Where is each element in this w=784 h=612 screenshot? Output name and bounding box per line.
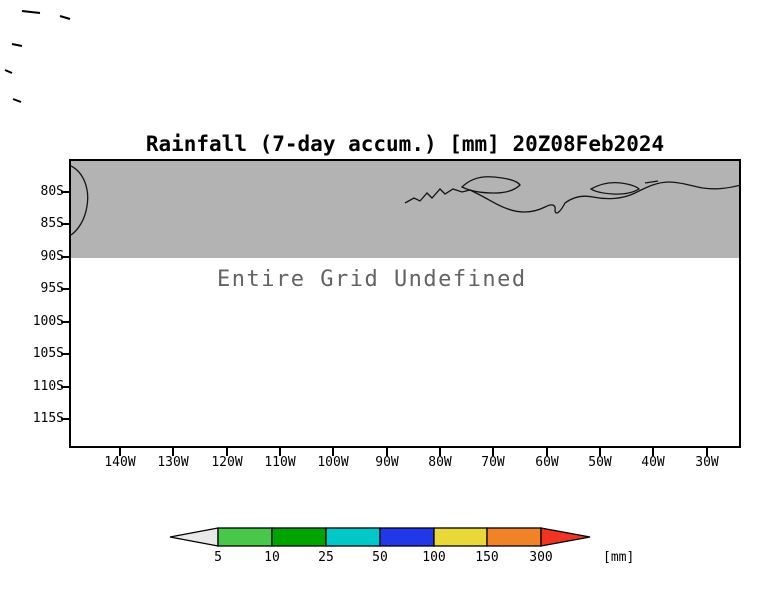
y-tick-mark [61,223,69,225]
colorbar-tick-label: 25 [318,550,334,565]
y-axis-tick-label: 95S [40,281,64,296]
y-axis-tick-label: 90S [40,249,64,264]
colorbar-segment-2 [271,527,327,547]
x-axis-tick-label: 120W [211,455,243,470]
colorbar: 5 10 25 50 100 150 300 [mm] [169,527,634,565]
x-tick-mark [172,448,174,456]
colorbar-tick-label: 100 [422,550,445,565]
y-axis-tick-label: 85S [40,216,64,231]
y-tick-mark [61,386,69,388]
x-tick-mark [119,448,121,456]
plot-title: Rainfall (7-day accum.) [mm] 20Z08Feb202… [145,132,665,156]
y-axis-tick-label: 110S [32,379,64,394]
colorbar-tick-label: 300 [529,550,552,565]
y-tick-mark [61,353,69,355]
x-tick-mark [279,448,281,456]
x-tick-mark [332,448,334,456]
undefined-grid-label: Entire Grid Undefined [217,267,527,292]
colorbar-segment-3 [325,527,381,547]
coastline-main [404,181,739,214]
shaded-region [71,161,739,258]
x-axis-tick-label: 100W [317,455,349,470]
x-tick-mark [439,448,441,456]
x-tick-mark [546,448,548,456]
y-tick-mark [61,288,69,290]
colorbar-tick-label: 10 [264,550,280,565]
x-axis-tick-label: 90W [375,455,399,470]
x-axis-tick-label: 50W [588,455,612,470]
y-axis-tick-label: 80S [40,184,64,199]
colorbar-below-arrow [169,527,219,547]
stray-coastline-marks [4,10,71,103]
x-tick-mark [386,448,388,456]
x-axis-tick-label: 40W [641,455,665,470]
coastline-island-long [589,181,641,195]
colorbar-segment-6 [486,527,542,547]
y-tick-mark [61,256,69,258]
x-axis-tick-label: 60W [535,455,559,470]
y-tick-mark [61,418,69,420]
coastline-left-blob [71,165,89,236]
y-tick-mark [61,321,69,323]
y-axis-tick-label: 105S [32,346,64,361]
y-tick-mark [61,191,69,193]
y-axis-tick-label: 100S [32,314,64,329]
colorbar-segment-4 [379,527,435,547]
x-tick-mark [492,448,494,456]
y-axis-tick-label: 115S [32,411,64,426]
x-tick-mark [599,448,601,456]
x-axis-tick-label: 30W [695,455,719,470]
coastline-dash [644,180,659,184]
x-tick-mark [226,448,228,456]
colorbar-unit-label: [mm] [603,550,634,565]
x-axis-tick-label: 140W [104,455,136,470]
colorbar-segment-1 [217,527,273,547]
x-tick-mark [652,448,654,456]
plot-area: Entire Grid Undefined [69,159,741,448]
coastline-contours [71,165,739,236]
colorbar-tick-label: 5 [214,550,222,565]
colorbar-tick-label: 150 [475,550,498,565]
x-axis-tick-label: 130W [157,455,189,470]
coastline-island-loop [460,176,521,194]
colorbar-segment-5 [433,527,488,547]
x-tick-mark [706,448,708,456]
x-axis-tick-label: 80W [428,455,452,470]
x-axis-tick-label: 70W [481,455,505,470]
colorbar-above-arrow [540,527,591,547]
x-axis-tick-label: 110W [264,455,296,470]
colorbar-tick-label: 50 [372,550,388,565]
